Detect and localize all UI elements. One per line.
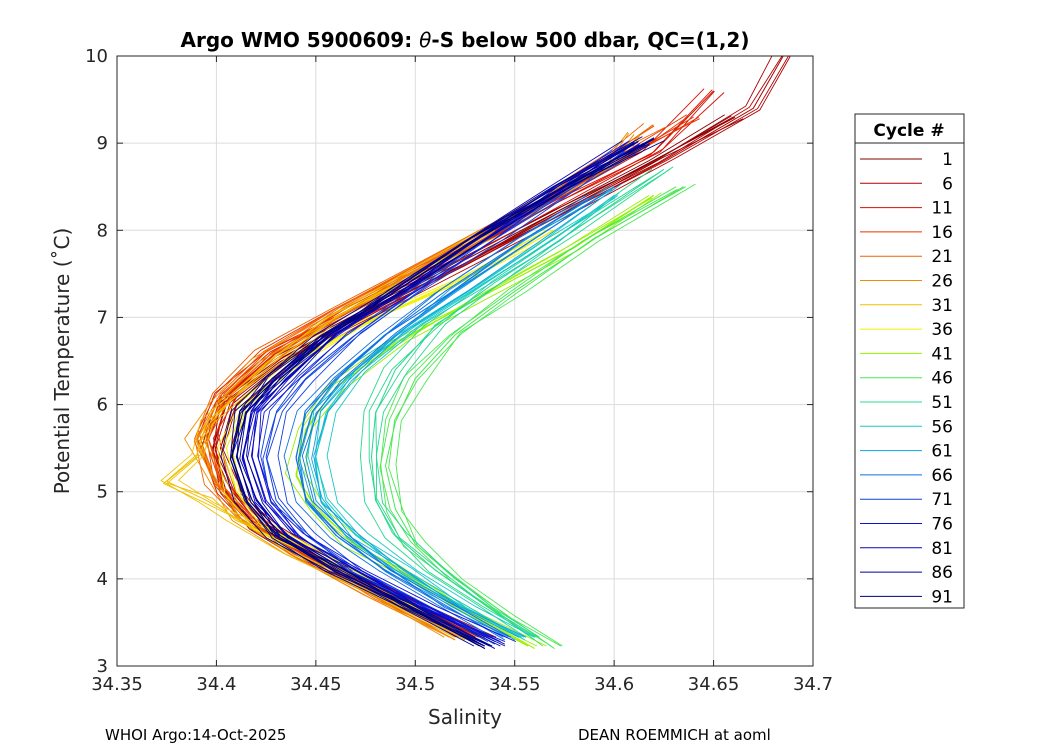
legend-label-46: 46 [931, 369, 953, 389]
legend-label-76: 76 [931, 515, 953, 535]
plot-area [117, 56, 813, 666]
series-line-cycle-56-variant [326, 192, 620, 638]
grid-lines [117, 56, 813, 666]
series-line-cycle-76-variant [257, 144, 640, 643]
series-line-cycle-91 [231, 138, 655, 650]
x-tick-label: 34.65 [688, 674, 740, 695]
legend-label-26: 26 [931, 272, 953, 292]
plot-frame [116, 55, 814, 667]
series-line-cycle-51 [370, 168, 665, 641]
y-tick-label: 7 [97, 307, 108, 328]
series-line-cycle-61-variant [299, 188, 613, 638]
legend-label-91: 91 [931, 587, 953, 607]
y-tick-label: 10 [85, 46, 108, 67]
y-axis-ticks: 3 4 5 6 7 8 9 10 [85, 46, 813, 677]
x-tick-label: 34.4 [196, 674, 236, 695]
footer-right: DEAN ROEMMICH at aoml [578, 726, 771, 744]
legend-title: Cycle # [873, 121, 944, 141]
series-line-cycle-46-variant [395, 183, 696, 647]
series-line-cycle-91-variant [236, 138, 655, 647]
x-axis-ticks: 34.35 34.4 34.45 34.5 34.55 34.6 34.65 34.7 [91, 56, 833, 695]
series-line-cycle-66-variant [295, 197, 589, 638]
legend-box [854, 113, 965, 609]
series-line-cycle-41-variant [296, 197, 653, 647]
x-axis-label: Salinity [428, 705, 502, 729]
y-tick-label: 9 [97, 133, 108, 154]
series-line-cycle-46-variant [388, 186, 686, 647]
chart-title: Argo WMO 5900609: θ-S below 500 dbar, QC… [181, 28, 750, 52]
series-line-cycle-56 [315, 194, 615, 641]
series-line-cycle-61 [305, 186, 615, 641]
legend-label-36: 36 [931, 320, 953, 340]
series-line-cycle-61-variant [313, 183, 622, 638]
y-tick-label: 4 [97, 569, 108, 590]
y-tick-label: 5 [97, 482, 108, 503]
legend-label-81: 81 [931, 539, 953, 559]
legend-label-71: 71 [931, 490, 953, 510]
series-line-cycle-51-variant [375, 166, 674, 638]
y-tick-label: 8 [97, 220, 108, 241]
x-tick-label: 34.5 [395, 674, 435, 695]
series-line-cycle-51-variant [368, 171, 661, 638]
series-line-cycle-31-variant [160, 227, 485, 638]
series-line-cycle-36-variant [217, 232, 544, 638]
legend-label-56: 56 [931, 417, 953, 437]
legend-label-86: 86 [931, 563, 953, 583]
x-tick-label: 34.55 [489, 674, 541, 695]
series-line-cycle-51-variant [375, 168, 671, 638]
x-tick-label: 34.6 [594, 674, 634, 695]
series-line-cycle-91-variant [236, 140, 665, 647]
x-tick-label: 34.7 [793, 674, 833, 695]
legend-label-61: 61 [931, 442, 953, 462]
legend-label-6: 6 [942, 174, 953, 194]
legend-label-51: 51 [931, 393, 953, 413]
legend-label-21: 21 [931, 247, 953, 267]
y-tick-label: 3 [97, 656, 108, 677]
series-line-cycle-91-variant [229, 137, 655, 647]
x-tick-label: 34.35 [91, 674, 143, 695]
series-line-cycle-61-variant [311, 186, 614, 638]
legend-label-66: 66 [931, 466, 953, 486]
legend-label-16: 16 [931, 223, 953, 243]
legend-label-31: 31 [931, 296, 953, 316]
x-tick-label: 34.45 [290, 674, 342, 695]
legend-label-1: 1 [942, 150, 953, 170]
legend-label-41: 41 [931, 344, 953, 364]
series-line-cycle-31-variant [162, 228, 496, 638]
series-line-cycle-91-variant [220, 136, 643, 647]
legend: Cycle # 16111621263136414651566166717681… [854, 113, 965, 609]
y-axis-label: Potential Temperature (˚C) [50, 228, 74, 495]
footer-left: WHOI Argo:14-Oct-2025 [105, 726, 287, 744]
series-line-cycle-56-variant [314, 195, 619, 638]
series-line-cycle-66-variant [301, 192, 607, 638]
series-line-cycle-56-variant [314, 197, 616, 638]
series-line-cycle-71-variant [262, 150, 626, 643]
series-layer [160, 56, 791, 650]
legend-label-11: 11 [931, 199, 953, 219]
y-tick-label: 6 [97, 395, 108, 416]
